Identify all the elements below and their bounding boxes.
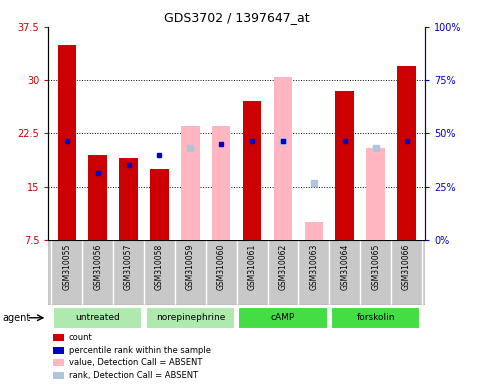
- Bar: [331, 306, 420, 329]
- Bar: [397, 66, 416, 240]
- Text: GSM310062: GSM310062: [279, 243, 287, 290]
- Text: GSM310055: GSM310055: [62, 243, 71, 290]
- Bar: [145, 306, 235, 329]
- Bar: [305, 222, 323, 240]
- Bar: [53, 306, 142, 329]
- Text: GSM310058: GSM310058: [155, 243, 164, 290]
- Text: untreated: untreated: [75, 313, 120, 322]
- Text: GSM310057: GSM310057: [124, 243, 133, 290]
- Text: forskolin: forskolin: [356, 313, 395, 322]
- Text: GSM310064: GSM310064: [340, 243, 349, 290]
- Bar: [150, 169, 169, 240]
- Bar: [243, 101, 261, 240]
- Text: percentile rank within the sample: percentile rank within the sample: [69, 346, 211, 355]
- Bar: [336, 91, 354, 240]
- Bar: [367, 148, 385, 240]
- Text: GSM310061: GSM310061: [248, 243, 256, 290]
- Bar: [212, 126, 230, 240]
- Text: cAMP: cAMP: [271, 313, 295, 322]
- Text: GSM310060: GSM310060: [217, 243, 226, 290]
- Text: GSM310056: GSM310056: [93, 243, 102, 290]
- Text: GSM310063: GSM310063: [310, 243, 318, 290]
- Text: agent: agent: [2, 313, 30, 323]
- Text: GSM310066: GSM310066: [402, 243, 411, 290]
- Bar: [88, 155, 107, 240]
- Bar: [274, 77, 292, 240]
- Bar: [181, 126, 199, 240]
- Bar: [119, 158, 138, 240]
- Text: GSM310059: GSM310059: [186, 243, 195, 290]
- Bar: [238, 306, 328, 329]
- Text: GSM310065: GSM310065: [371, 243, 380, 290]
- Text: value, Detection Call = ABSENT: value, Detection Call = ABSENT: [69, 358, 202, 367]
- Text: rank, Detection Call = ABSENT: rank, Detection Call = ABSENT: [69, 371, 198, 380]
- Text: count: count: [69, 333, 92, 342]
- Bar: [57, 45, 76, 240]
- Title: GDS3702 / 1397647_at: GDS3702 / 1397647_at: [164, 11, 310, 24]
- Text: norepinephrine: norepinephrine: [156, 313, 225, 322]
